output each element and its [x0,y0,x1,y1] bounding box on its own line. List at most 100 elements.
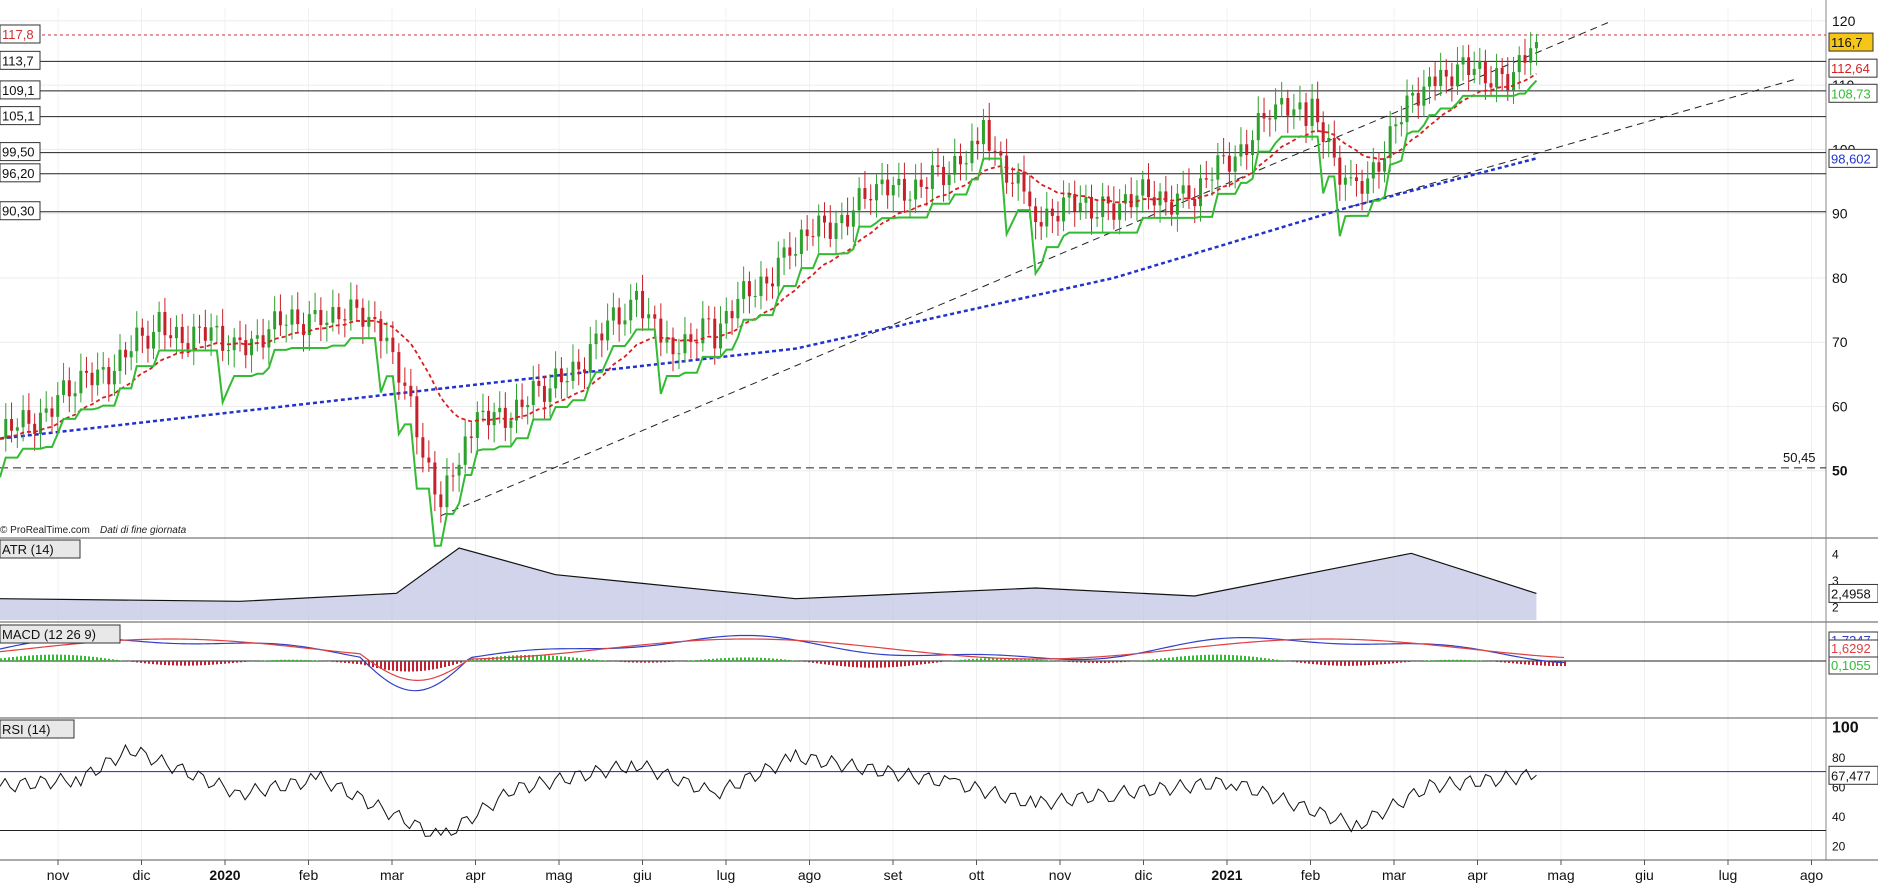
macd-hist-bar [200,661,202,665]
candle-body [1411,93,1414,96]
macd-hist-bar [752,658,754,661]
macd-hist-bar [40,655,42,661]
macd-hist-bar [1276,660,1278,661]
candle-body [238,337,241,340]
macd-hist-bar [776,659,778,661]
macd-hist-bar [924,661,926,664]
macd-hist-bar [908,661,910,666]
candle-body [349,300,352,321]
candle-body [999,151,1002,155]
macd-hist-bar [1076,661,1078,662]
macd-hist-bar [420,661,422,671]
candle-body [1462,57,1465,64]
macd-hist-bar [616,661,618,662]
macd-hist-bar [784,659,786,661]
macd-hist-bar [648,661,650,663]
candle-body [1292,109,1295,115]
candle-body [618,307,621,324]
candle-body [1096,217,1099,219]
macd-hist-bar [16,657,18,661]
macd-hist-bar [148,661,150,664]
candle-body [367,317,370,327]
candle-body [361,308,364,327]
macd-hist-bar [1116,661,1118,663]
candle-body [1216,155,1219,179]
macd-hist-bar [24,656,26,661]
candle-body [96,370,99,386]
macd-hist-bar [584,659,586,661]
macd-hist-bar [100,658,102,661]
level-label: 96,20 [2,166,35,181]
candle-body [1062,198,1065,222]
time-label: ott [969,867,985,883]
macd-hist-bar [1528,661,1530,665]
macd-hist-bar [1504,661,1506,663]
candle-body [914,180,917,200]
candle-body [135,328,138,352]
candle-body [683,334,686,353]
candle-body [783,247,786,257]
candle-body [262,335,265,347]
macd-hist-bar [1144,660,1146,661]
candle-body [835,223,838,239]
macd-hist-bar [592,659,594,661]
macd-hist-bar [28,656,30,661]
candle-body [210,327,213,340]
macd-hist-bar [1156,659,1158,661]
candle-body [537,381,540,386]
macd-hist-bar [416,661,418,671]
candle-body [817,216,820,237]
candle-body [39,413,42,434]
candle-body [653,314,656,318]
candle-body [1084,197,1087,203]
macd-hist-bar [280,660,282,661]
candle-body [892,185,895,195]
macd-hist-bar [1384,661,1386,664]
price-tick-label: 80 [1832,270,1848,286]
macd-hist-bar [1360,661,1362,666]
macd-hist-bar [1240,656,1242,661]
macd-hist-bar [1164,658,1166,661]
macd-hist-bar [888,661,890,667]
macd-hist-bar [872,661,874,668]
candle-body [1305,102,1308,126]
macd-hist-bar [1104,661,1106,663]
macd-hist-bar [132,661,134,662]
macd-hist-bar [1520,661,1522,664]
macd-hist-bar [192,661,194,666]
macd-hist-bar [1244,656,1246,661]
candle-body [1501,68,1504,74]
macd-hist-bar [1232,655,1234,661]
candle-body [85,371,88,373]
macd-hist-bar [636,661,638,663]
macd-hist-bar [1292,661,1294,662]
candle-body [10,419,13,431]
candle-body [1228,156,1231,172]
macd-hist-bar [724,658,726,661]
candle-body [577,362,580,370]
macd-hist-bar [900,661,902,667]
candle-body [403,383,406,386]
macd-hist-bar [276,660,278,661]
macd-hist-bar [1448,660,1450,661]
macd-hist-bar [1396,661,1398,663]
macd-hist-bar [928,661,930,664]
macd-hist-bar [32,655,34,661]
macd-hist-bar [944,661,946,662]
candle-body [903,179,906,201]
macd-hist-bar [664,661,666,662]
macd-hist-bar [400,661,402,671]
macd-hist-bar [972,659,974,661]
macd-hist-bar [1260,658,1262,661]
macd-hist-bar [1432,660,1434,661]
macd-hist-bar [748,657,750,661]
candle-body [765,277,768,284]
macd-hist-bar [792,660,794,661]
macd-hist-bar [736,658,738,661]
candle-body [725,311,728,323]
candle-body [415,396,418,437]
macd-hist-bar [436,661,438,669]
macd-hist-bar [640,661,642,663]
macd-hist-bar [412,661,414,672]
macd-hist-bar [232,661,234,663]
